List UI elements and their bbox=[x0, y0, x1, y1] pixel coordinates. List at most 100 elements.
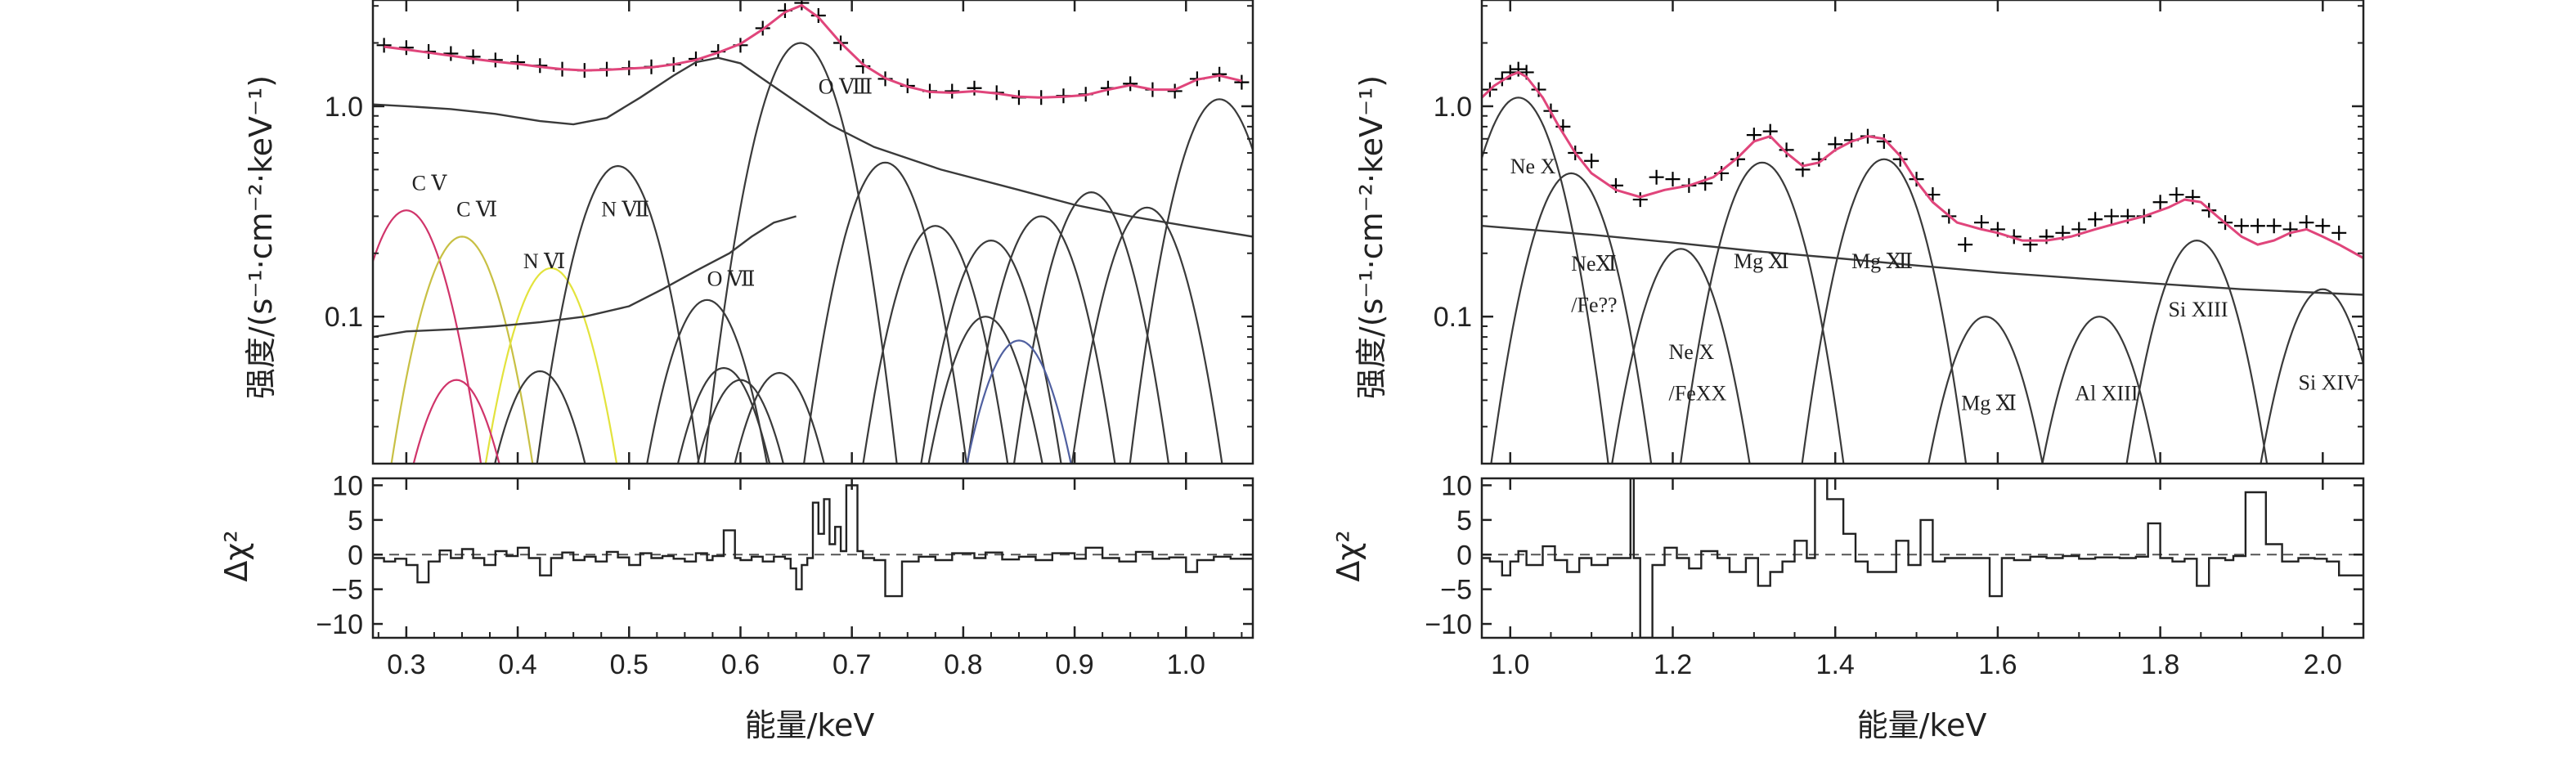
y-tick-label: 5 bbox=[1456, 505, 1472, 536]
emission-line-3 bbox=[536, 164, 700, 464]
data-point bbox=[443, 46, 459, 61]
line-annotation: NeⅪ bbox=[1571, 252, 1617, 276]
emission-line-11 bbox=[1070, 206, 1223, 464]
emission-line-16 bbox=[927, 316, 1043, 464]
line-annotation: Mg Ⅺ bbox=[1734, 249, 1789, 273]
data-point bbox=[1632, 192, 1648, 208]
emission-line-12 bbox=[1129, 98, 1253, 464]
x-tick-label: 1.8 bbox=[2141, 649, 2179, 680]
residual-area bbox=[1482, 478, 2363, 638]
data-point bbox=[794, 0, 810, 11]
left-ylabel-spectrum: 强度/(s⁻¹·cm⁻²·keV⁻¹) bbox=[243, 75, 279, 399]
component-curve-3 bbox=[373, 215, 797, 339]
x-tick-label: 0.5 bbox=[610, 649, 648, 680]
data-point bbox=[810, 7, 826, 23]
line-annotation: N Ⅵ bbox=[523, 249, 565, 273]
right-ylabel-residuals: Δχ² bbox=[1331, 530, 1367, 581]
y-tick-label: 0 bbox=[1456, 540, 1472, 571]
y-tick-label: 5 bbox=[348, 505, 363, 536]
right-spectrum-panel: Ne X NeⅪ/Fe?? Ne X/FeXX Mg Ⅺ Mg Ⅻ Mg Ⅺ Al XIII… bbox=[1434, 0, 2365, 465]
data-point bbox=[376, 38, 392, 53]
data-point bbox=[1746, 128, 1761, 143]
component-curve-2 bbox=[1482, 225, 2363, 296]
residual-steps bbox=[373, 484, 1253, 598]
data-point bbox=[1212, 66, 1227, 82]
data-point bbox=[1990, 222, 2005, 237]
data-point bbox=[1665, 172, 1681, 187]
emission-line-18 bbox=[494, 370, 586, 464]
data-point bbox=[1698, 176, 1713, 191]
data-point bbox=[1234, 74, 1250, 90]
x-tick-label: 1.6 bbox=[1978, 649, 2017, 680]
emission-line-6 bbox=[803, 161, 968, 464]
y-tick-label: 0.1 bbox=[1434, 302, 1472, 333]
line-annotation: Mg Ⅻ bbox=[1851, 249, 1913, 273]
emission-line-4 bbox=[646, 298, 769, 464]
residual-frame bbox=[371, 477, 1254, 639]
model-curve bbox=[384, 3, 1242, 99]
residual-frame bbox=[1480, 477, 2365, 639]
x-tick-label: 1.4 bbox=[1816, 649, 1855, 680]
data-point bbox=[2266, 218, 2282, 234]
y-tick-label: −5 bbox=[331, 575, 363, 606]
data-point bbox=[2233, 218, 2249, 234]
line-annotation: /FeXX bbox=[1669, 382, 1727, 406]
plot-area: C Ⅴ C Ⅵ N Ⅵ N Ⅶ O Ⅶ O Ⅷ bbox=[373, 0, 1253, 464]
emission-line-1 bbox=[390, 235, 534, 464]
plot-frame bbox=[371, 0, 1254, 465]
x-tick-label: 1.0 bbox=[1491, 649, 1529, 680]
data-point bbox=[2315, 218, 2331, 234]
y-tick-label: −5 bbox=[1440, 575, 1472, 606]
y-tick-label: 10 bbox=[1441, 470, 1472, 501]
emission-line-8 bbox=[2260, 288, 2363, 464]
emission-line-10 bbox=[1012, 191, 1170, 464]
data-point bbox=[1974, 215, 1990, 231]
residual-area bbox=[373, 484, 1253, 598]
plot-frame bbox=[1480, 0, 2365, 465]
x-tick-label: 0.3 bbox=[387, 649, 425, 680]
data-point bbox=[1779, 142, 1794, 158]
emission-line-1 bbox=[1490, 172, 1653, 464]
emission-line-2 bbox=[484, 267, 618, 464]
data-point bbox=[2169, 187, 2184, 203]
y-tick-label: −10 bbox=[1425, 609, 1472, 640]
x-tick-label: 1.0 bbox=[1167, 649, 1205, 680]
data-point bbox=[1510, 61, 1526, 77]
data-point bbox=[1730, 151, 1745, 167]
y-tick-label: −10 bbox=[316, 609, 363, 640]
line-annotation: N Ⅶ bbox=[601, 197, 649, 221]
x-tick-label: 2.0 bbox=[2304, 649, 2342, 680]
line-annotation: /Fe?? bbox=[1571, 294, 1617, 317]
data-point bbox=[1958, 237, 1973, 253]
emission-line-3 bbox=[1680, 161, 1845, 464]
data-point bbox=[2088, 212, 2103, 227]
line-annotation: O Ⅶ bbox=[707, 267, 756, 291]
emission-line-19 bbox=[412, 379, 500, 464]
model-curve bbox=[1482, 70, 2363, 259]
emission-line-7 bbox=[2125, 239, 2269, 464]
data-point bbox=[1649, 169, 1664, 185]
x-tick-label: 0.8 bbox=[944, 649, 982, 680]
residual-steps bbox=[1482, 478, 2363, 638]
data-point bbox=[1123, 76, 1138, 92]
left-ylabel-residuals: Δχ² bbox=[218, 530, 254, 581]
x-tick-label: 0.9 bbox=[1055, 649, 1093, 680]
data-point bbox=[2152, 195, 2168, 210]
left-spectrum-panel: C Ⅴ C Ⅵ N Ⅵ N Ⅶ O Ⅶ O Ⅷ 0.1 1.0 bbox=[325, 0, 1254, 465]
data-point bbox=[967, 80, 982, 96]
x-tick-label: 0.4 bbox=[498, 649, 536, 680]
line-annotation: Mg Ⅺ bbox=[1961, 391, 2017, 415]
line-annotation: Ne X bbox=[1510, 155, 1556, 178]
y-tick-label: 1.0 bbox=[1434, 92, 1472, 123]
x-tick-label: 0.6 bbox=[721, 649, 760, 680]
data-point bbox=[398, 40, 414, 56]
y-tick-label: 1.0 bbox=[325, 92, 363, 123]
emission-line-8 bbox=[920, 239, 1062, 464]
data-point bbox=[1584, 153, 1600, 168]
x-tick-label: 1.2 bbox=[1654, 649, 1692, 680]
emission-line-15 bbox=[734, 371, 825, 464]
right-ylabel-spectrum: 强度/(s⁻¹·cm⁻²·keV⁻¹) bbox=[1353, 75, 1389, 399]
right-residuals-panel: −10−5 0 5 10 1.0 1.2 1.4 1.6 1.8 2.0 bbox=[1425, 470, 2365, 680]
left-xlabel: 能量/keV bbox=[745, 707, 875, 743]
